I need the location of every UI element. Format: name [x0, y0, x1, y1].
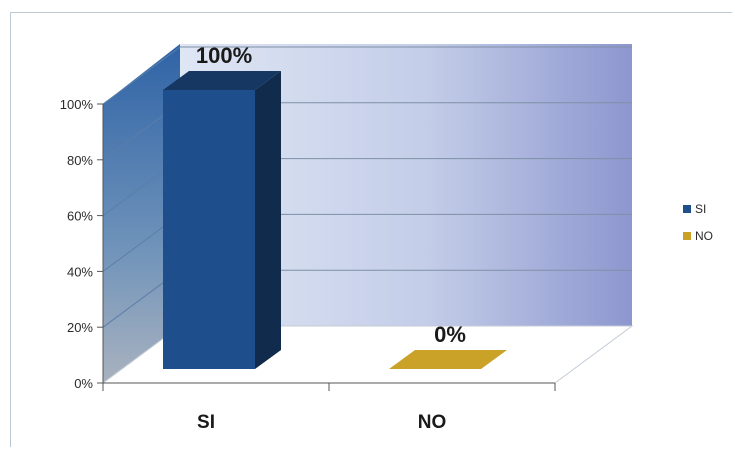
y-tick-label: 20%	[67, 320, 93, 335]
y-tick-label: 40%	[67, 264, 93, 279]
data-label: 0%	[434, 322, 466, 347]
legend-swatch	[683, 205, 691, 213]
bar-side	[255, 71, 281, 369]
bar-front	[163, 90, 255, 369]
y-tick-label: 0%	[74, 376, 93, 391]
legend-item-si: SI	[683, 202, 706, 216]
legend-label: SI	[695, 202, 706, 216]
data-label: 100%	[196, 43, 252, 68]
legend: SI NO	[683, 202, 713, 243]
bar-si	[163, 71, 281, 369]
legend-label: NO	[695, 229, 713, 243]
back-wall	[180, 44, 632, 326]
y-axis: 0% 20% 40% 60% 80% 100%	[60, 97, 104, 391]
y-tick-label: 100%	[60, 97, 94, 112]
legend-item-no: NO	[683, 229, 713, 243]
x-tick-label: NO	[418, 412, 447, 433]
chart-frame	[10, 12, 732, 447]
x-axis: SI NO	[102, 382, 556, 433]
y-tick-label: 80%	[67, 153, 93, 168]
y-tick-label: 60%	[67, 209, 93, 224]
bar-top	[389, 350, 507, 369]
side-wall	[103, 44, 180, 383]
x-tick-label: SI	[197, 412, 215, 433]
bars	[163, 71, 507, 369]
data-labels: 100% 0%	[196, 43, 466, 347]
bar-no	[389, 350, 507, 369]
legend-swatch	[683, 232, 691, 240]
bar-top	[163, 71, 281, 90]
gridline-side	[102, 46, 181, 105]
